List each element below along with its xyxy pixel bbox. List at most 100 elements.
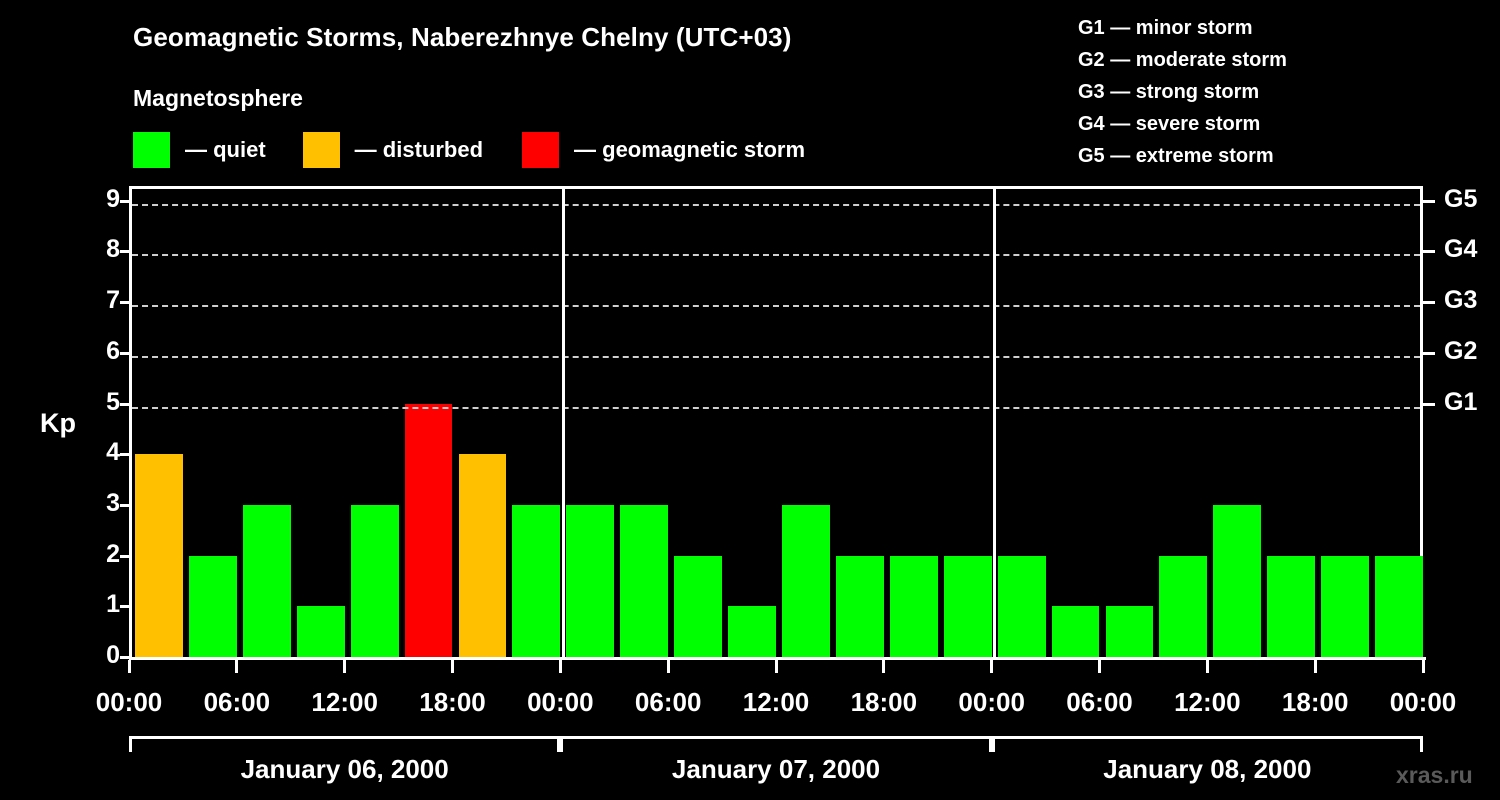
date-bracket-2: [991, 736, 1423, 752]
bar: [1051, 606, 1100, 657]
orange-square-swatch: [302, 132, 340, 168]
y-tick-label-9: 9: [106, 184, 120, 213]
date-label-1: January 07, 2000: [671, 754, 881, 784]
legend-label-2: — geomagnetic storm: [574, 137, 806, 162]
bar: [296, 606, 345, 657]
day-divider-1: [561, 189, 565, 657]
gridline-kp-8: [132, 254, 1420, 257]
x-tick-mark-4: [558, 660, 562, 673]
bar: [1267, 555, 1316, 657]
bar: [1159, 555, 1208, 657]
bar: [997, 555, 1046, 657]
y-tick-mark-right-G5: [1423, 199, 1435, 203]
gridline-kp-7: [132, 305, 1420, 308]
plot-area: [129, 186, 1423, 657]
x-tick-mark-10: [1205, 660, 1209, 673]
date-label-0: January 06, 2000: [240, 754, 449, 784]
bar: [943, 555, 992, 657]
g-scale-line-5: G5 — extreme storm: [1078, 145, 1274, 167]
x-tick-label-3: 18:00: [419, 687, 486, 717]
bar: [620, 504, 669, 657]
g-level-label-G3: G3: [1444, 286, 1478, 315]
legend-label-0: — quiet: [185, 137, 266, 162]
legend-item-1: — disturbed: [302, 132, 484, 168]
x-tick-mark-3: [451, 660, 454, 673]
g-scale-line-2: G2 — moderate storm: [1078, 49, 1287, 71]
gridline-kp-5: [132, 406, 1420, 409]
x-tick-label-5: 06:00: [634, 687, 702, 717]
x-tick-label-6: 12:00: [742, 687, 810, 717]
y-axis-label: Kp: [40, 408, 76, 438]
legend-item-2: — geomagnetic storm: [522, 132, 805, 168]
y-tick-mark-right-G2: [1423, 351, 1435, 355]
g-level-label-G1: G1: [1444, 387, 1478, 416]
x-tick-label-7: 18:00: [850, 687, 918, 717]
bar: [135, 454, 183, 657]
g-level-label-G2: G2: [1444, 336, 1478, 365]
y-tick-label-4: 4: [106, 438, 120, 467]
legend-label-1: — disturbed: [354, 137, 484, 162]
x-tick-label-1: 06:00: [203, 687, 271, 717]
g-scale-line-3: G3 — strong storm: [1078, 81, 1260, 103]
y-tick-mark-right-G3: [1423, 301, 1435, 305]
x-tick-mark-1: [235, 660, 239, 673]
y-tick-label-8: 8: [106, 235, 120, 264]
legend-item-0: — quiet: [133, 132, 266, 168]
x-tick-label-12: 00:00: [1389, 687, 1457, 717]
x-tick-label-11: 18:00: [1281, 687, 1349, 717]
bar: [188, 555, 237, 657]
red-square-swatch: [522, 132, 560, 168]
g-level-label-G4: G4: [1444, 235, 1478, 264]
x-tick-mark-8: [990, 660, 994, 673]
x-tick-mark-0: [127, 660, 131, 673]
bar: [674, 555, 723, 657]
bar: [404, 403, 453, 657]
magnetosphere-heading: Magnetosphere: [133, 85, 303, 111]
bar: [350, 504, 399, 657]
x-tick-mark-9: [1098, 660, 1101, 673]
y-tick-label-2: 2: [106, 539, 120, 568]
y-tick-label-0: 0: [106, 641, 120, 669]
y-tick-label-7: 7: [106, 286, 120, 315]
watermark: xras.ru: [1396, 762, 1473, 788]
y-tick-label-6: 6: [106, 336, 120, 365]
bar: [1213, 504, 1262, 657]
x-tick-label-0: 00:00: [95, 687, 163, 717]
bar: [728, 606, 776, 657]
gridline-kp-9: [132, 203, 1420, 206]
date-label-2: January 08, 2000: [1103, 754, 1312, 784]
y-tick-label-5: 5: [106, 387, 120, 416]
y-tick-mark-right-G4: [1423, 250, 1435, 254]
x-tick-label-9: 06:00: [1066, 687, 1133, 717]
y-tick-label-1: 1: [106, 590, 120, 619]
y-tick-mark-right-G1: [1423, 402, 1435, 406]
bar: [782, 504, 830, 657]
bar: [1375, 555, 1423, 657]
date-bracket-1: [560, 736, 992, 752]
bar: [566, 504, 615, 657]
bar: [889, 555, 938, 657]
green-square-swatch: [133, 132, 170, 168]
x-tick-label-2: 12:00: [311, 687, 378, 717]
g-scale-line-1: G1 — minor storm: [1078, 17, 1253, 39]
g-scale-legend: G1 — minor storm G2 — moderate storm G3 — …: [1078, 12, 1478, 172]
x-tick-mark-5: [666, 660, 670, 673]
x-tick-mark-2: [343, 660, 347, 673]
bar: [1105, 606, 1154, 657]
y-tick-label-3: 3: [106, 488, 120, 517]
gridline-kp-6: [132, 355, 1420, 358]
bar: [458, 454, 507, 657]
g-scale-line-4: G4 — severe storm: [1078, 113, 1261, 135]
x-tick-label-4: 00:00: [527, 687, 594, 717]
bar: [835, 555, 884, 657]
x-tick-label-10: 12:00: [1174, 687, 1241, 717]
bar: [1321, 555, 1370, 657]
g-level-label-G5: G5: [1444, 184, 1478, 213]
bar: [512, 504, 561, 657]
x-tick-mark-7: [882, 660, 886, 673]
day-divider-2: [993, 189, 997, 657]
x-tick-mark-6: [774, 660, 778, 673]
date-bracket-0: [129, 736, 561, 752]
page-title: Geomagnetic Storms, Naberezhnye Chelny (…: [133, 22, 792, 52]
x-tick-mark-11: [1313, 660, 1317, 673]
